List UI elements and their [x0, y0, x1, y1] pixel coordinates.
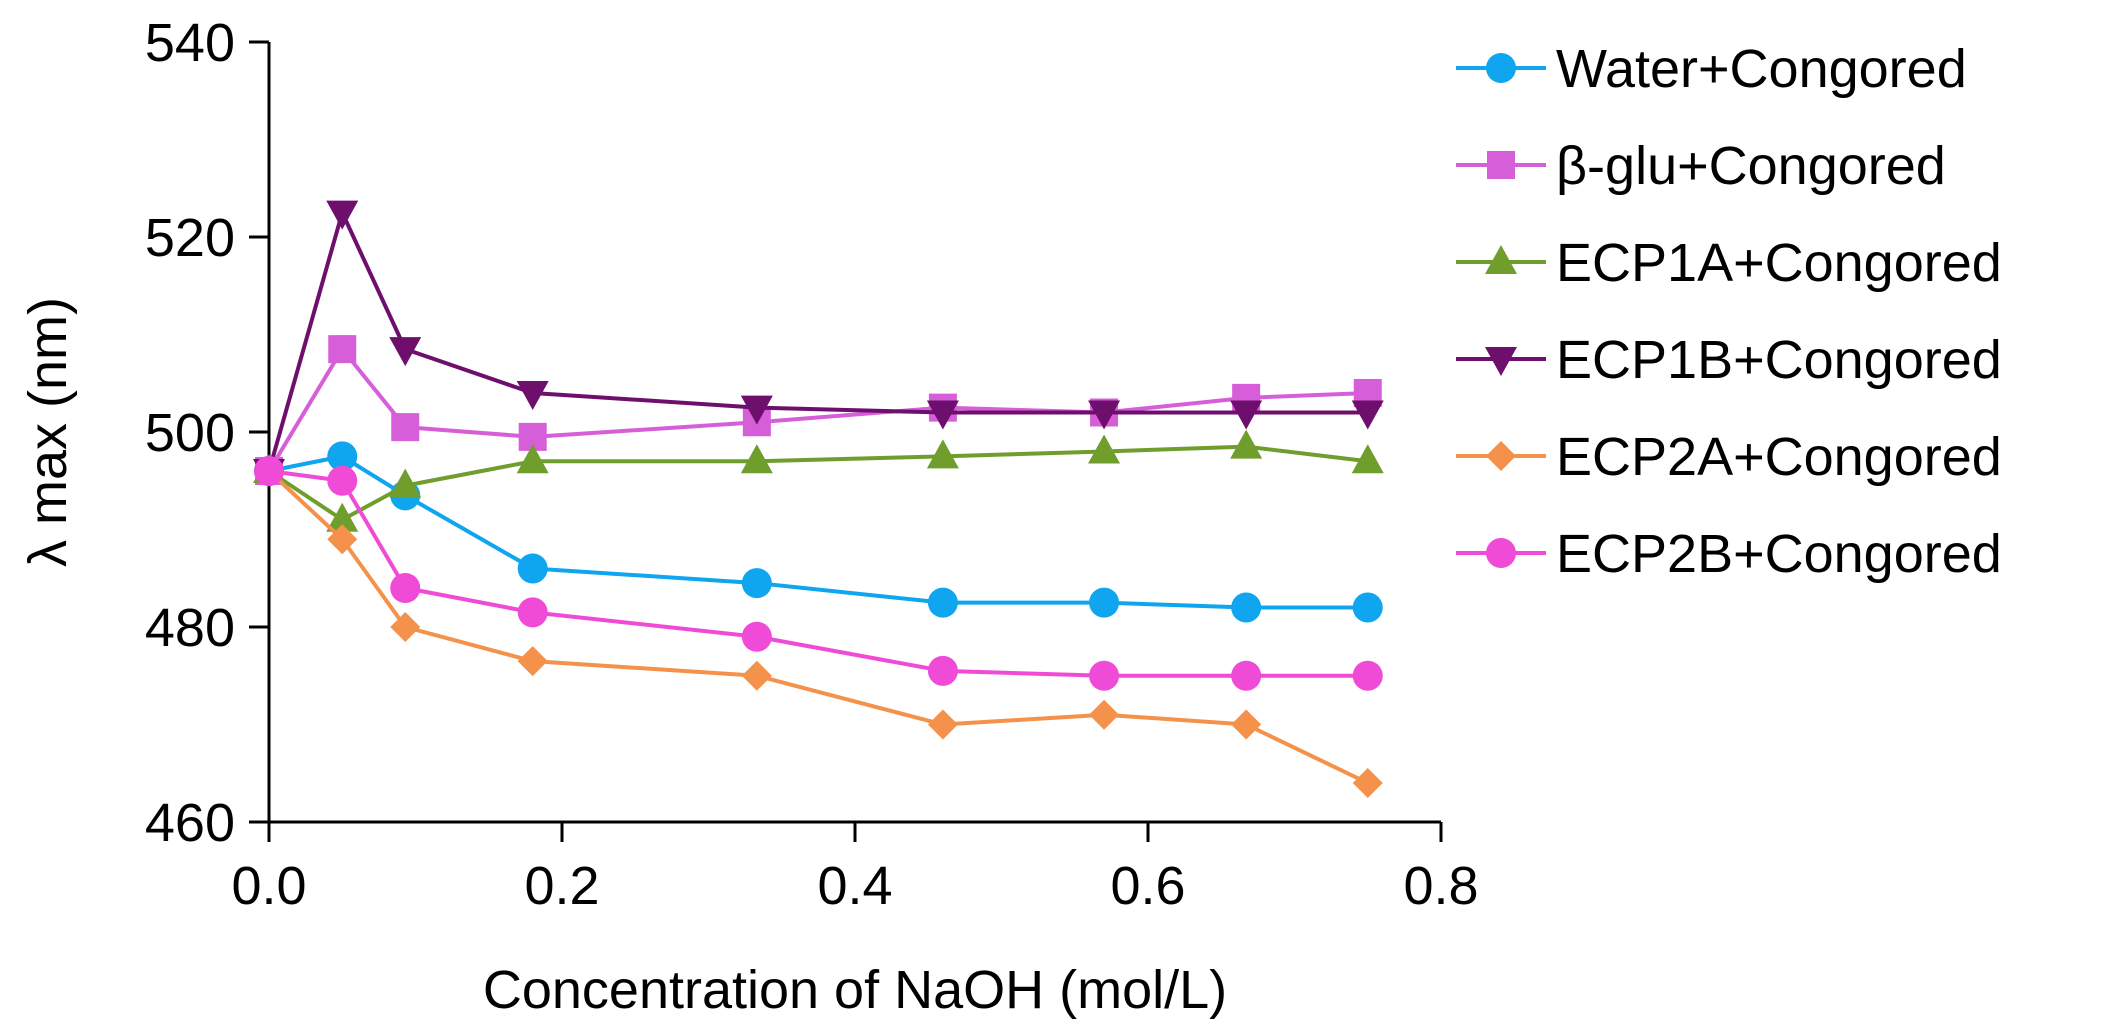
legend-item: ECP2A+Congored	[1456, 427, 2002, 487]
series-5	[254, 456, 1383, 798]
legend-item: Water+Congored	[1456, 39, 1967, 99]
legend: Water+Congored β-glu+Congored ECP1A+Congor…	[1456, 39, 2002, 584]
x-ticks: 0.0 0.2 0.4 0.6 0.8	[231, 822, 1479, 916]
series-line	[267, 469, 1369, 785]
data-point	[254, 456, 284, 486]
data-point	[1231, 592, 1262, 623]
series-1	[254, 441, 1383, 623]
y-tick-label: 540	[145, 13, 235, 73]
series-line	[268, 469, 1368, 678]
data-point	[1088, 434, 1121, 464]
data-point	[517, 646, 548, 677]
x-tick-label: 0.2	[524, 856, 599, 916]
legend-marker	[1486, 538, 1516, 568]
legend-label: β-glu+Congored	[1556, 136, 1946, 196]
data-point	[926, 400, 959, 430]
data-point	[1352, 768, 1383, 798]
data-point	[1230, 429, 1263, 459]
data-point	[927, 655, 958, 686]
data-point	[1230, 400, 1263, 430]
data-point	[740, 444, 773, 474]
data-point	[1089, 660, 1120, 691]
series-3	[253, 429, 1384, 532]
data-point	[1351, 400, 1384, 430]
data-point	[927, 587, 958, 618]
legend-marker	[1487, 151, 1515, 179]
data-point	[927, 709, 958, 740]
data-point	[516, 381, 549, 410]
legend-item: ECP1B+Congored	[1456, 330, 2002, 390]
data-point	[517, 553, 548, 584]
legend-marker	[1485, 347, 1517, 376]
series-6	[254, 456, 1383, 691]
data-point	[741, 621, 772, 652]
legend-marker	[1486, 441, 1516, 471]
data-point	[1352, 660, 1383, 691]
data-point	[1351, 444, 1384, 474]
y-axis-title: λ max (nm)	[18, 297, 78, 567]
x-tick-label: 0.8	[1403, 856, 1478, 916]
legend-label: ECP2A+Congored	[1556, 427, 2002, 487]
data-point	[516, 444, 549, 474]
data-point	[926, 439, 959, 469]
data-point	[1088, 400, 1121, 430]
series-line	[267, 210, 1368, 472]
x-tick-label: 0.0	[231, 856, 306, 916]
data-point	[1352, 592, 1383, 623]
legend-label: ECP1A+Congored	[1556, 233, 2002, 293]
y-tick-label: 480	[145, 598, 235, 658]
data-point	[390, 573, 421, 603]
series-4	[253, 200, 1384, 488]
data-point	[328, 335, 357, 364]
data-point	[1231, 709, 1262, 740]
data-point	[389, 468, 422, 498]
data-point	[1231, 660, 1262, 691]
data-point	[327, 465, 358, 496]
y-ticks: 460 480 500 520 540	[145, 13, 269, 853]
x-tick-label: 0.6	[1110, 856, 1185, 916]
data-point	[391, 413, 420, 442]
legend-item: ECP2B+Congored	[1456, 524, 2002, 584]
legend-label: ECP1B+Congored	[1556, 330, 2002, 390]
legend-item: β-glu+Congored	[1456, 136, 1946, 196]
y-tick-label: 500	[145, 403, 235, 463]
legend-item: ECP1A+Congored	[1456, 233, 2002, 293]
series-layer	[253, 200, 1384, 798]
x-axis-title: Concentration of NaOH (mol/L)	[483, 960, 1227, 1020]
x-tick-label: 0.4	[817, 856, 892, 916]
data-point	[740, 395, 773, 425]
data-point	[1089, 699, 1120, 730]
legend-label: ECP2B+Congored	[1556, 524, 2002, 584]
data-point	[517, 597, 548, 628]
y-tick-label: 460	[145, 793, 235, 853]
data-point	[741, 660, 772, 691]
data-point	[326, 200, 359, 230]
data-point	[327, 524, 358, 555]
legend-label: Water+Congored	[1556, 39, 1967, 99]
data-point	[389, 337, 422, 367]
data-point	[1089, 587, 1120, 618]
data-point	[326, 502, 359, 532]
legend-marker	[1485, 245, 1517, 274]
legend-marker	[1486, 53, 1516, 83]
series-line	[267, 444, 1368, 522]
data-point	[327, 441, 358, 472]
y-tick-label: 520	[145, 208, 235, 268]
data-point	[390, 612, 421, 642]
data-point	[741, 568, 772, 599]
